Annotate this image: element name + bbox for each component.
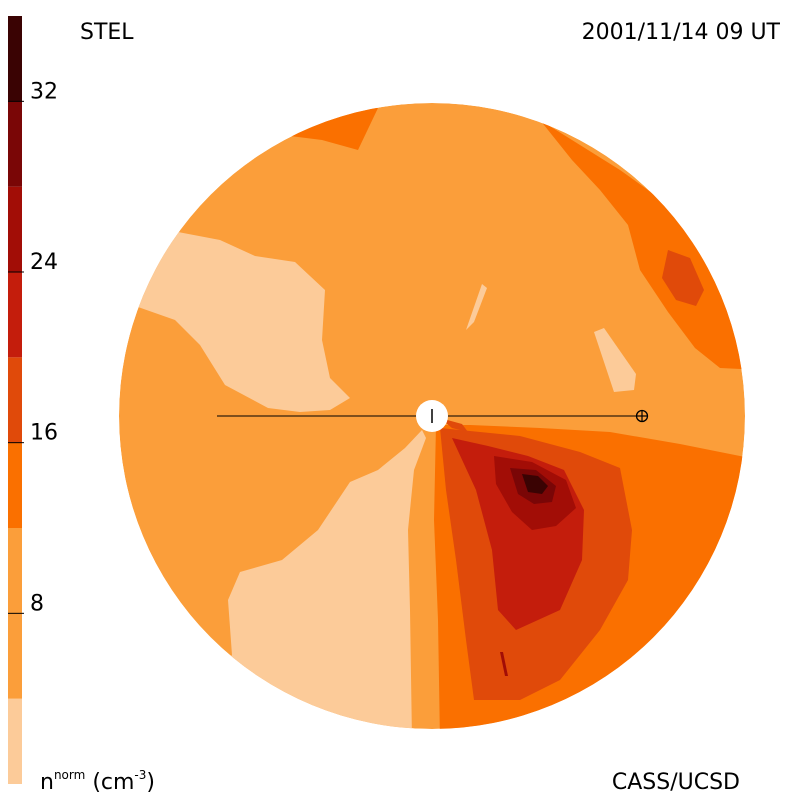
colorbar-tick-label-3: 32	[30, 79, 58, 104]
earth-icon	[635, 409, 649, 423]
timestamp-label: 2001/11/14 09 UT	[581, 20, 780, 45]
colorbar-band-3	[8, 357, 22, 443]
unit-superscript: norm	[53, 768, 86, 782]
unit-paren-close: )	[146, 770, 155, 795]
instrument-label: STEL	[80, 20, 134, 45]
colorbar-band-4	[8, 272, 22, 358]
low-density-region-northwest	[119, 232, 350, 412]
colorbar-unit-label: nnorm (cm-3)	[40, 769, 155, 794]
unit-paren-open: (cm	[92, 770, 135, 795]
colorbar-band-7	[8, 16, 22, 102]
colorbar-band-6	[8, 101, 22, 187]
low-density-streak-east	[594, 328, 636, 392]
unit-base: n	[40, 770, 54, 795]
unit-exponent: -3	[134, 768, 147, 782]
plume-peak-region	[522, 474, 548, 494]
plume-tail-streak	[500, 652, 508, 676]
high-density-region-northeast	[540, 120, 745, 370]
colorbar-band-2	[8, 442, 22, 528]
low-density-streak-north	[466, 284, 487, 330]
credit-label: CASS/UCSD	[611, 770, 740, 795]
colorbar-band-0	[8, 698, 22, 784]
low-density-region-south	[200, 430, 426, 729]
high-density-core-northeast	[662, 250, 704, 306]
colorbar-tick-label-0: 8	[30, 591, 44, 616]
sun-icon	[416, 400, 448, 432]
colorbar-tick-label-1: 16	[30, 421, 58, 446]
high-density-region-north	[290, 104, 378, 150]
colorbar-tick-label-2: 24	[30, 250, 58, 275]
colorbar-band-5	[8, 186, 22, 272]
